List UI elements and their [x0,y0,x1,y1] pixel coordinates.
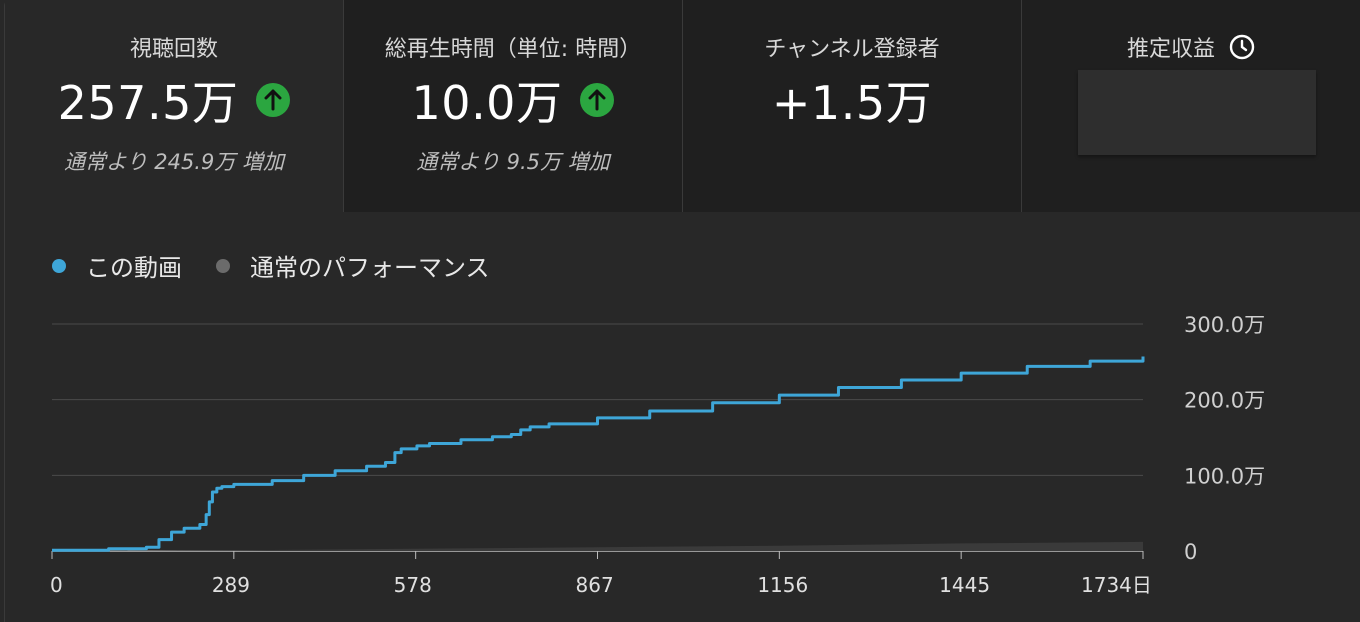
metric-tab-views[interactable]: 視聴回数 257.5万 通常より 245.9万 増加 [5,0,343,212]
y-tick-label: 200.0万 [1184,389,1265,413]
series-typical-band [52,541,1143,551]
series-this-video-line [52,356,1145,552]
x-tick-label: 1156 [757,573,808,597]
metric-label: 推定収益 [1126,37,1215,62]
y-tick-label: 100.0万 [1184,464,1265,488]
metric-comparison: 通常より 9.5万 増加 [416,150,610,174]
x-tick-label: 1734日 [1081,573,1152,597]
x-tick-label: 289 [212,573,250,597]
metric-label: 総再生時間（単位: 時間） [384,37,642,62]
x-tick-label: 578 [394,573,432,597]
metric-value: +1.5万 [771,76,933,130]
chart-legend: この動画 通常のパフォーマンス [52,248,524,283]
metric-tabs: 視聴回数 257.5万 通常より 245.9万 増加 総再生時間（単位: 時間）… [5,0,1360,212]
clock-icon [1229,34,1255,60]
metric-value: 10.0万 [411,76,563,130]
metric-tab-watch-time[interactable]: 総再生時間（単位: 時間） 10.0万 通常より 9.5万 増加 [343,0,682,212]
metric-tab-revenue[interactable]: 推定収益 [1021,0,1360,212]
metric-comparison: 通常より 245.9万 増加 [63,150,285,174]
legend-label: この動画 [86,254,182,282]
arrow-up-icon [580,83,615,117]
x-tick-label: 1445 [939,573,990,597]
legend-dot [216,258,230,273]
y-tick-label: 0 [1184,540,1197,564]
metric-tab-subscribers[interactable]: チャンネル登録者 +1.5万 [682,0,1021,212]
legend-item-typical[interactable]: 通常のパフォーマンス [216,248,490,283]
metric-label: 視聴回数 [129,37,218,62]
legend-item-this-video[interactable]: この動画 [52,248,182,283]
x-tick-label: 867 [576,573,614,597]
x-tick-label: 0 [50,573,63,597]
arrow-up-icon [256,83,291,117]
revenue-placeholder [1078,70,1316,155]
metric-label: チャンネル登録者 [764,37,940,62]
y-tick-label: 300.0万 [1184,313,1265,337]
legend-label: 通常のパフォーマンス [250,254,490,282]
metric-value: 257.5万 [57,76,239,130]
legend-dot [52,258,66,273]
line-chart[interactable]: 300.0万 200.0万 100.0万 0 0 289 578 867 1156 1445 173… [0,300,1360,622]
